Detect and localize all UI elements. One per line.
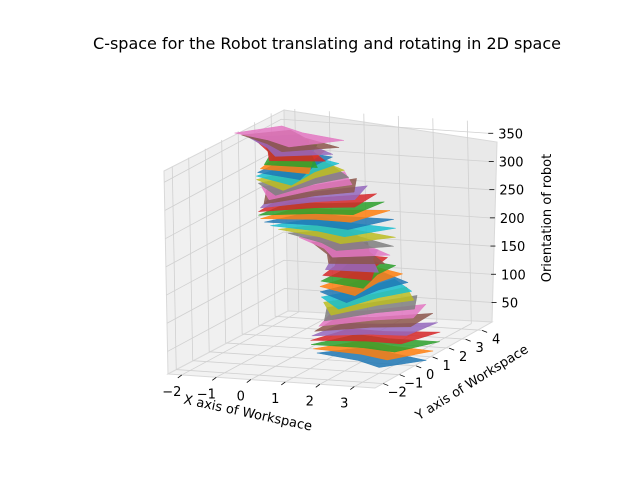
grid-line — [254, 122, 260, 326]
y-tick-label: 2 — [459, 350, 467, 365]
z-tick-label: 300 — [499, 155, 524, 170]
y-tick-mark — [481, 329, 488, 333]
y-tick-mark — [383, 383, 389, 386]
grid-line — [171, 166, 177, 370]
grid-line — [216, 313, 334, 378]
z-tick-label: 100 — [501, 268, 526, 283]
grid-line — [237, 131, 243, 335]
z-axis-label: Orientation of robot — [540, 154, 555, 283]
z-tick-label: 150 — [500, 240, 525, 255]
y-tick-label: 1 — [443, 359, 451, 374]
x-tick-mark — [177, 374, 183, 379]
x-tick-label: 2 — [306, 394, 314, 409]
grid-line — [466, 120, 472, 324]
grid-line — [181, 311, 299, 376]
x-tick-label: 3 — [340, 397, 348, 412]
y-tick-label: 3 — [475, 341, 483, 356]
grid-line — [166, 259, 492, 324]
y-tick-mark — [399, 374, 405, 378]
x-axis-label: X axis of Workspace — [182, 393, 313, 435]
grid-line — [221, 139, 227, 343]
z-tick-label: 50 — [502, 296, 519, 311]
grid-line — [192, 360, 400, 376]
grid-line — [164, 118, 489, 183]
grid-line — [166, 231, 491, 296]
grid-line — [167, 288, 492, 352]
chart-title: C-space for the Robot translating and ro… — [93, 34, 561, 53]
y-tick-mark — [416, 365, 422, 369]
grid-line — [204, 148, 210, 352]
y-tick-mark — [449, 347, 455, 351]
cspace-surface — [234, 125, 441, 368]
surface-slice — [234, 125, 345, 148]
grid-line — [176, 369, 384, 384]
z-tick-label: 200 — [500, 212, 525, 227]
y-tick-mark — [465, 338, 471, 342]
grid-line — [432, 118, 438, 322]
x-tick-mark — [350, 386, 355, 390]
grid-line — [188, 157, 194, 361]
x-tick-mark — [246, 379, 252, 383]
z-tick-label: 350 — [498, 127, 523, 142]
x-tick-label: 0 — [237, 390, 245, 405]
z-tick-label: 250 — [499, 184, 524, 199]
y-tick-label: −2 — [388, 386, 407, 401]
x-tick-label: 1 — [271, 392, 279, 407]
y-tick-mark — [432, 356, 438, 360]
y-tick-label: 4 — [492, 332, 500, 347]
y-tick-label: −1 — [404, 377, 423, 392]
x-tick-label: −2 — [162, 385, 181, 400]
x-tick-mark — [315, 383, 321, 388]
x-tick-label: −1 — [197, 387, 216, 402]
x-tick-mark — [212, 376, 217, 381]
x-tick-mark — [281, 381, 286, 386]
y-tick-label: 0 — [426, 368, 434, 383]
